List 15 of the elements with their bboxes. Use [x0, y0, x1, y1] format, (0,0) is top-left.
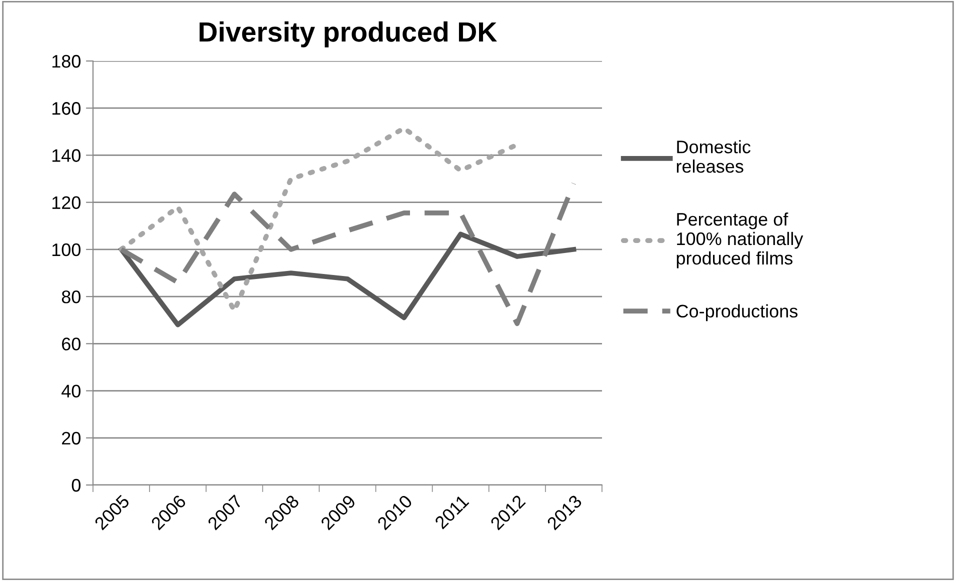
- legend-label: Domestic releases: [676, 140, 750, 173]
- y-tick-label: 80: [62, 290, 80, 304]
- y-tick-label: 60: [62, 338, 80, 350]
- y-tick-label: 0: [72, 478, 80, 492]
- y-tick-label: 120: [52, 196, 80, 210]
- y-tick-label: 160: [52, 102, 80, 115]
- y-tick-label: 20: [62, 432, 80, 445]
- y-tick-label: 100: [52, 243, 80, 256]
- y-tick-label: 180: [52, 54, 80, 68]
- y-tick-label: 140: [52, 149, 80, 162]
- chart-title: Diversity produced DK: [200, 21, 497, 48]
- y-tick-label: 40: [62, 384, 80, 398]
- line-series: [118, 232, 576, 328]
- legend-label: Percentage of 100% nationally produced films: [676, 212, 804, 268]
- legend-label: Co-productions: [676, 304, 798, 322]
